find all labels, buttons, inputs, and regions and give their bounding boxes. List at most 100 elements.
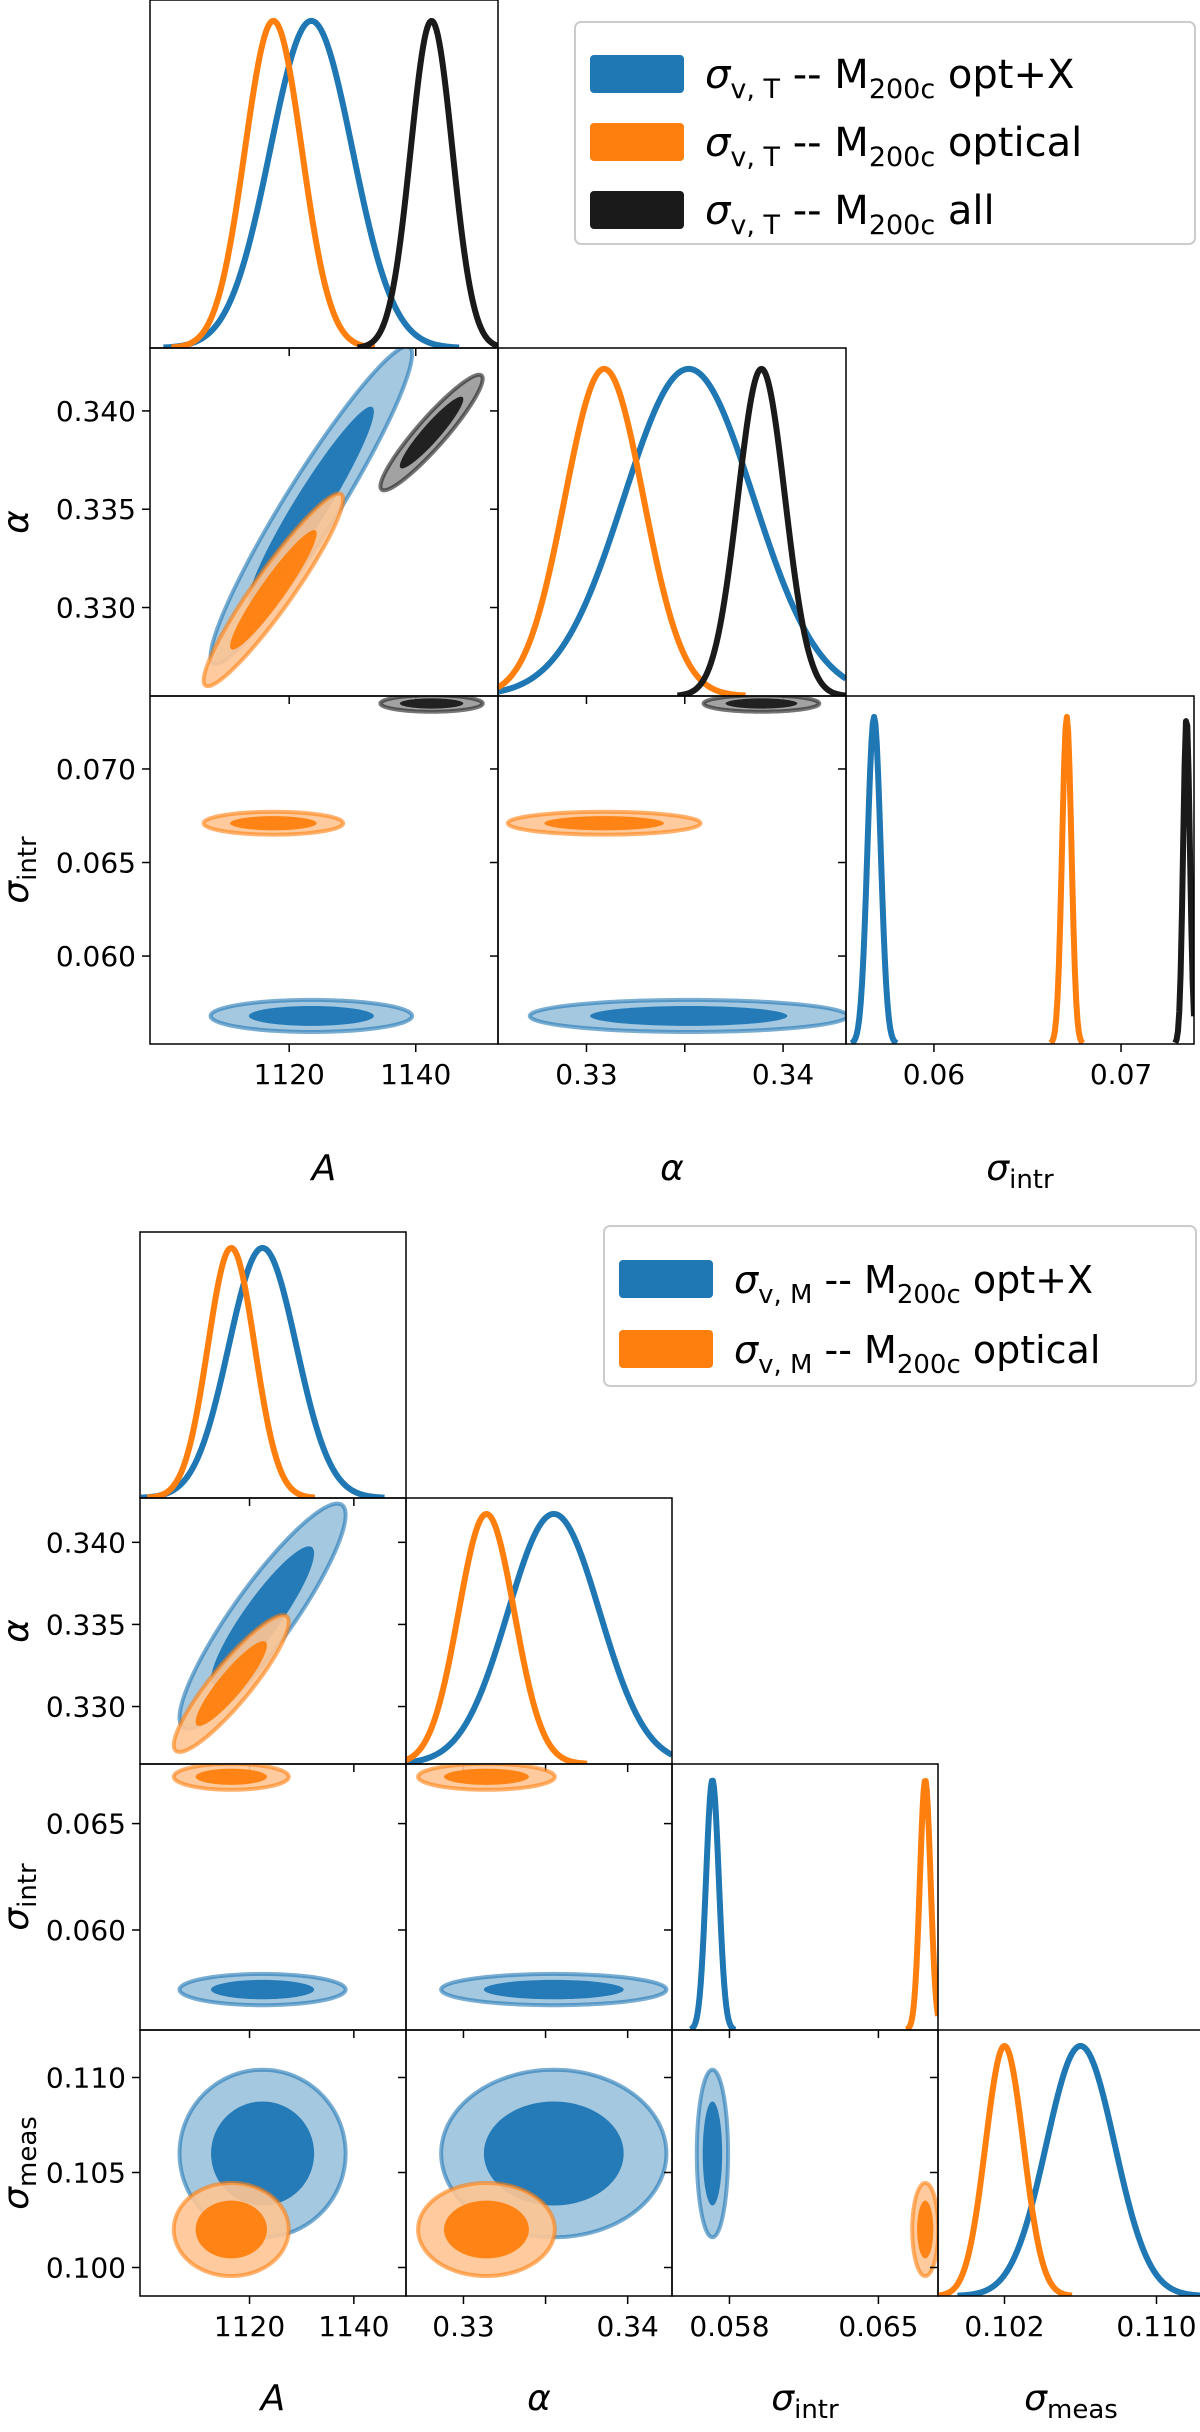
- y-axis-label-sigma_intr: σintr: [0, 836, 43, 904]
- y-tick-label: 0.330: [46, 1691, 126, 1724]
- contour-68-opt_x: [248, 1005, 374, 1026]
- marginal-curve-optical: [169, 17, 377, 348]
- legend-frame: [574, 21, 1196, 245]
- marginal-curve-optical: [938, 2042, 1074, 2296]
- y-tick-label: 0.330: [56, 592, 136, 625]
- x-tick-label: 0.07: [1090, 1058, 1152, 1091]
- marginal-curve-all: [1172, 718, 1194, 1044]
- panel-content: [688, 1777, 938, 2030]
- y-tick-label: 0.340: [46, 1526, 126, 1559]
- marginal-curve-optical: [1048, 713, 1086, 1044]
- x-tick-label: 0.065: [838, 2310, 918, 2343]
- x-axis-label-alpha: α: [527, 2378, 551, 2419]
- panel-content: [140, 1244, 387, 1498]
- panel-sigma_meas-vs-sigma_meas: 0.102 0.110: [930, 2029, 1200, 2343]
- panel-alpha-vs-A: 0.330 0.335 0.340: [56, 347, 499, 704]
- x-tick-label: 0.33: [432, 2310, 494, 2343]
- y-tick-label: 0.335: [46, 1608, 126, 1641]
- y-tick-label: 0.060: [46, 1914, 126, 1947]
- panel-frame: [149, 695, 499, 1045]
- contour-68-optical: [230, 816, 317, 831]
- marginal-curve-opt_x: [688, 1777, 738, 2030]
- panel-frame: [497, 695, 847, 1045]
- legend-swatch-opt_x: [590, 55, 684, 93]
- x-axis-label-A: A: [310, 1148, 337, 1189]
- legend-swatch-optical: [590, 123, 684, 161]
- panel-content: [171, 1764, 348, 2008]
- panel-content: [498, 365, 846, 696]
- contour-68-opt_x: [211, 1979, 315, 2000]
- corner-plot-2: 0.330 0.335 0.340 0.060 0.065 1120 1140 0.100 0.…: [0, 1225, 1200, 2425]
- panel-sigma_meas-vs-A: 1120 1140 0.100 0.105 0.110: [46, 2029, 407, 2343]
- x-axis-label-sigma_meas: σmeas: [1024, 2378, 1118, 2425]
- x-tick-label: 0.102: [964, 2310, 1044, 2343]
- marginal-curve-all: [675, 365, 846, 696]
- panel-frame: [139, 1231, 407, 1499]
- contour-68-optical: [230, 530, 317, 650]
- marginal-curve-optical: [406, 1510, 590, 1764]
- panel-alpha-vs-A: 0.330 0.335 0.340: [46, 1497, 407, 1772]
- legend-label-optical: σv, M -- M200c optical: [734, 1328, 1100, 1380]
- panel-content: [406, 1510, 672, 1764]
- contour-68-opt_x: [483, 1979, 624, 2000]
- panel-content: [201, 696, 485, 1034]
- contour-68-optical: [195, 2200, 267, 2259]
- contour-68-opt_x: [211, 2101, 315, 2206]
- contour-68-optical: [444, 2200, 529, 2259]
- marginal-curve-opt_x: [406, 1510, 672, 1764]
- panel-content: [938, 2042, 1200, 2296]
- y-axis-label-sigma_intr: σintr: [0, 1863, 43, 1931]
- contour-68-optical: [195, 1768, 267, 1785]
- x-tick-label: 1120: [214, 2310, 285, 2343]
- x-tick-label: 1140: [380, 1058, 451, 1091]
- contour-68-all: [399, 396, 464, 469]
- y-tick-label: 0.105: [46, 2157, 126, 2190]
- panel-frame: [845, 695, 1195, 1045]
- marginal-curve-optical: [145, 1244, 317, 1498]
- marginal-curve-opt_x: [161, 17, 461, 348]
- y-tick-label: 0.100: [46, 2252, 126, 2285]
- panel-alpha-vs-alpha: [490, 347, 847, 704]
- x-tick-label: 1140: [318, 2310, 389, 2343]
- panel-content: [161, 17, 498, 348]
- panel-sigma_intr-vs-alpha: [398, 1763, 673, 2038]
- contour-68-optical: [444, 1768, 529, 1785]
- x-tick-label: 0.34: [596, 2310, 658, 2343]
- panel-sigma_intr-vs-A: 1120 1140 0.060 0.065 0.070: [56, 695, 499, 1091]
- contour-68-opt_x: [590, 1005, 788, 1026]
- panel-content: [416, 1764, 669, 2008]
- y-tick-label: 0.070: [56, 753, 136, 786]
- marginal-curve-opt_x: [498, 365, 846, 695]
- panel-frame: [149, 0, 499, 349]
- marginal-curve-all: [355, 17, 498, 348]
- y-tick-label: 0.340: [56, 395, 136, 428]
- marginal-curve-opt_x: [849, 713, 899, 1044]
- legend-label-optical: σv, T -- M200c optical: [705, 120, 1082, 173]
- panel-content: [694, 2067, 938, 2279]
- y-tick-label: 0.335: [56, 493, 136, 526]
- legend-label-opt_x: σv, T -- M200c opt+X: [705, 52, 1074, 105]
- x-axis-label-alpha: α: [660, 1148, 684, 1189]
- panel-sigma_meas-vs-alpha: 0.33 0.34: [398, 2029, 673, 2343]
- contour-68-optical: [917, 2200, 934, 2259]
- marginal-curve-optical: [498, 365, 748, 696]
- panel-content: [849, 713, 1194, 1044]
- x-tick-label: 0.06: [903, 1058, 965, 1091]
- panel-frame: [497, 347, 847, 697]
- panel-sigma_intr-vs-alpha: 0.33 0.34: [490, 695, 847, 1091]
- marginal-curve-optical: [904, 1778, 938, 2030]
- y-tick-label: 0.065: [56, 847, 136, 880]
- x-tick-label: 0.34: [752, 1058, 814, 1091]
- x-axis-label-sigma_intr: σintr: [986, 1148, 1054, 1195]
- y-axis-label-sigma_meas: σmeas: [0, 2116, 43, 2210]
- legend-label-opt_x: σv, M -- M200c opt+X: [734, 1258, 1093, 1310]
- legend: σv, M -- M200c opt+X σv, M -- M200c optic…: [603, 1225, 1197, 1387]
- panel-frame: [937, 2029, 1200, 2297]
- panel-content: [201, 348, 485, 689]
- contour-68-optical: [544, 816, 664, 831]
- panel-sigma_intr-vs-sigma_intr: [664, 1763, 939, 2038]
- x-tick-label: 0.058: [689, 2310, 769, 2343]
- panel-A-vs-A: [149, 0, 499, 356]
- panel-A-vs-A: [139, 1231, 407, 1506]
